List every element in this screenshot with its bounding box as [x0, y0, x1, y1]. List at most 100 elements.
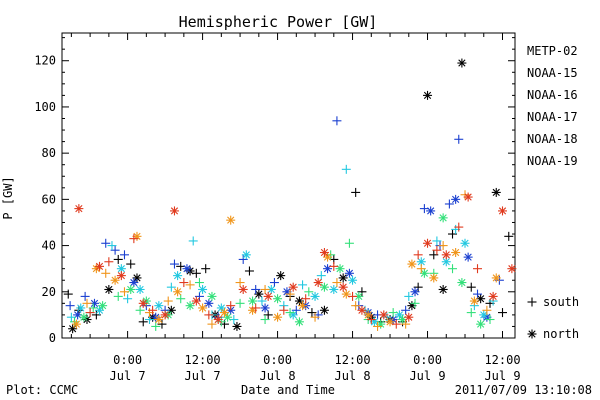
data-point — [257, 296, 267, 306]
data-point — [235, 278, 245, 288]
data-point — [463, 192, 473, 202]
data-point — [323, 264, 333, 274]
data-point — [476, 319, 486, 329]
data-point — [432, 236, 442, 246]
data-point — [104, 284, 114, 294]
data-point — [404, 291, 414, 301]
data-point — [169, 259, 179, 269]
data-point — [473, 264, 483, 274]
data-point — [413, 250, 423, 260]
data-point — [357, 305, 367, 315]
data-point — [457, 278, 467, 288]
data-point — [98, 301, 108, 311]
legend: METP-02 NOAA-15 NOAA-16 NOAA-17 NOAA-18 NOAA-… — [527, 44, 579, 341]
data-point — [198, 284, 208, 294]
legend-entry: NOAA-19 — [527, 154, 578, 168]
data-point — [379, 310, 389, 320]
data-point — [485, 315, 495, 325]
y-tick-label: 20 — [42, 285, 56, 299]
data-point — [463, 252, 473, 262]
data-point — [291, 305, 301, 315]
data-point — [269, 278, 279, 288]
data-point — [66, 312, 76, 322]
data-point — [132, 273, 142, 283]
data-point — [357, 287, 367, 297]
data-point — [110, 275, 120, 285]
data-point — [85, 308, 95, 318]
data-point — [207, 291, 217, 301]
data-point — [351, 187, 361, 197]
data-point — [91, 310, 101, 320]
data-point — [129, 234, 139, 244]
data-point — [260, 315, 270, 325]
data-point — [82, 298, 92, 308]
data-point — [351, 301, 361, 311]
data-point — [438, 213, 448, 223]
data-point — [263, 310, 273, 320]
data-point — [432, 245, 442, 255]
data-point — [110, 245, 120, 255]
data-point — [223, 312, 233, 322]
data-point — [154, 315, 164, 325]
data-point — [101, 268, 111, 278]
x-tick-label-time: 12:00 — [334, 353, 370, 367]
data-point — [254, 289, 264, 299]
data-point — [160, 310, 170, 320]
data-point — [163, 296, 173, 306]
data-point — [148, 305, 158, 315]
x-tick-label-time: 12:00 — [185, 353, 221, 367]
data-point — [194, 278, 204, 288]
data-point — [276, 271, 286, 281]
data-point — [301, 294, 311, 304]
data-point — [348, 275, 358, 285]
chart-title: Hemispheric Power [GW] — [179, 13, 378, 31]
data-point — [185, 280, 195, 290]
data-point — [204, 310, 214, 320]
data-point — [185, 301, 195, 311]
data-point — [79, 312, 89, 322]
data-point — [251, 303, 261, 313]
series-noaa-19 — [74, 192, 517, 329]
data-point — [273, 294, 283, 304]
data-point — [169, 206, 179, 216]
data-point — [491, 187, 501, 197]
data-point — [388, 308, 398, 318]
data-point — [466, 308, 476, 318]
data-point — [113, 291, 123, 301]
data-point — [138, 298, 148, 308]
data-point — [213, 315, 223, 325]
data-point — [473, 289, 483, 299]
data-point — [491, 273, 501, 283]
data-point — [260, 284, 270, 294]
data-points — [63, 58, 517, 334]
data-point — [260, 303, 270, 313]
data-point — [323, 252, 333, 262]
data-point — [294, 317, 304, 327]
data-point — [182, 264, 192, 274]
data-point — [88, 303, 98, 313]
data-point — [123, 294, 133, 304]
data-point — [451, 194, 461, 204]
data-point — [344, 238, 354, 248]
data-point — [204, 298, 214, 308]
data-point — [479, 310, 489, 320]
data-point — [457, 58, 467, 68]
x-tick-label-time: 0:00 — [413, 353, 442, 367]
data-point — [194, 291, 204, 301]
legend-entry: NOAA-18 — [527, 132, 578, 146]
x-tick-label-date: Jul 7 — [110, 369, 146, 383]
data-point — [338, 282, 348, 292]
data-point — [74, 204, 84, 214]
data-point — [344, 268, 354, 278]
data-point — [507, 264, 517, 274]
data-point — [104, 257, 114, 267]
data-point — [310, 291, 320, 301]
data-point — [460, 238, 470, 248]
x-tick-label-time: 12:00 — [484, 353, 520, 367]
data-point — [426, 206, 436, 216]
data-point — [241, 250, 251, 260]
y-tick-label: 60 — [42, 192, 56, 206]
y-tick-label: 80 — [42, 146, 56, 160]
data-point — [332, 278, 342, 288]
data-point — [154, 301, 164, 311]
